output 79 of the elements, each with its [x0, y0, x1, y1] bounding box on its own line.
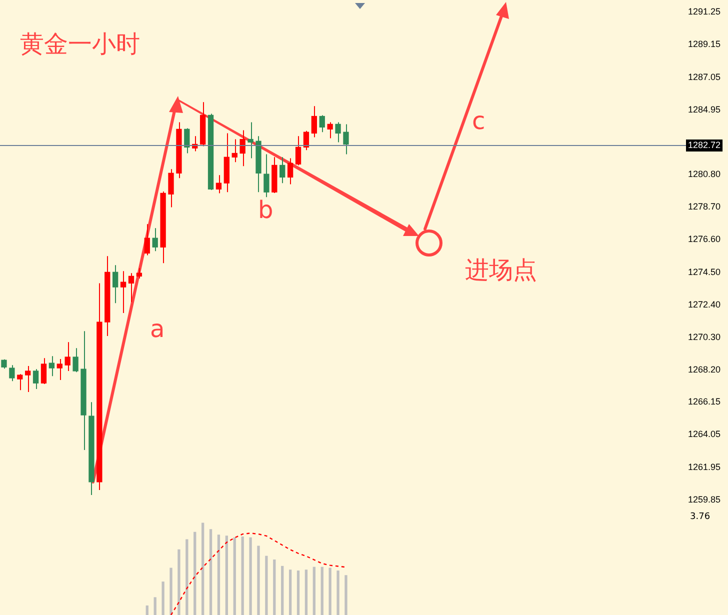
- bar: [273, 559, 276, 615]
- candlestick: [232, 138, 238, 163]
- bar: [265, 556, 268, 615]
- y-tick-label: 1270.30: [688, 332, 721, 342]
- y-tick-label: 1287.05: [688, 72, 721, 82]
- bar: [162, 582, 164, 615]
- candlestick: [311, 106, 317, 138]
- y-tick-label: 1264.05: [688, 429, 721, 440]
- text: 3.76: [690, 512, 710, 522]
- candlestick: [144, 224, 150, 256]
- bar: [344, 575, 348, 615]
- y-tick-label: 1268.20: [688, 364, 721, 375]
- candlestick: [327, 122, 333, 139]
- bar: [281, 566, 284, 615]
- bar: [249, 537, 252, 615]
- bar: [178, 549, 180, 615]
- candlestick: [25, 366, 31, 392]
- candlestick: [319, 114, 325, 133]
- bar: [296, 570, 300, 615]
- bar: [312, 566, 316, 615]
- candlestick: [168, 168, 174, 208]
- candlestick: [72, 348, 78, 373]
- candlestick: [343, 124, 349, 155]
- y-tick-label: 1259.85: [688, 494, 721, 504]
- bar: [154, 597, 156, 615]
- annotation: b: [258, 196, 274, 224]
- candlestick: [32, 368, 39, 390]
- bar: [304, 570, 308, 615]
- candlestick: [17, 374, 23, 391]
- candlestick: [40, 358, 47, 385]
- y-tick-label: 1289.15: [688, 39, 721, 50]
- bar: [201, 522, 204, 615]
- y-tick-label: 1276.60: [688, 234, 721, 244]
- candlestick: [136, 268, 142, 280]
- y-tick-label: 1284.95: [688, 104, 721, 114]
- candlestick: [56, 358, 62, 381]
- candlestick: [335, 122, 341, 143]
- annotation: 进场点: [465, 256, 537, 284]
- y-tick-label: 1278.70: [688, 202, 721, 212]
- bar: [186, 539, 188, 615]
- candlestick: [248, 122, 254, 159]
- bar: [209, 529, 212, 615]
- candlestick: [280, 156, 286, 184]
- bar: [288, 570, 292, 615]
- candlestick: [216, 174, 222, 194]
- ref-line-label: 1282.72: [688, 140, 721, 150]
- candlestick: [9, 364, 15, 382]
- text: 黄金一小时: [20, 30, 140, 58]
- bar: [336, 570, 340, 615]
- candlestick: [152, 228, 158, 252]
- candlestick: [184, 128, 190, 154]
- candlestick: [295, 136, 302, 166]
- candlestick: [120, 270, 126, 314]
- y-tick-label: 1280.80: [688, 168, 721, 179]
- candlestick: [112, 264, 118, 304]
- y-tick-label: 1272.40: [688, 299, 721, 310]
- bar: [170, 568, 172, 615]
- bar: [328, 568, 332, 615]
- y-tick-label: 1266.15: [688, 396, 721, 407]
- candlestick: [264, 154, 270, 198]
- y-tick-label: 1261.95: [688, 462, 721, 472]
- candlestick: [64, 342, 70, 372]
- bar: [320, 566, 324, 615]
- candlestick: [287, 158, 294, 185]
- bar: [194, 532, 196, 615]
- y-tick-label: 1274.50: [688, 266, 721, 277]
- annotation: c: [472, 107, 486, 135]
- bar: [146, 605, 148, 615]
- bar: [241, 536, 244, 615]
- candlestick: [303, 130, 310, 151]
- bar: [217, 534, 220, 615]
- bar: [225, 536, 228, 615]
- candlestick: [128, 272, 134, 303]
- bar: [233, 537, 236, 615]
- annotation: a: [150, 315, 165, 343]
- candlestick: [1, 358, 7, 370]
- bar: [257, 546, 260, 615]
- candlestick: [48, 356, 55, 377]
- y-tick-label: 1291.25: [688, 6, 721, 16]
